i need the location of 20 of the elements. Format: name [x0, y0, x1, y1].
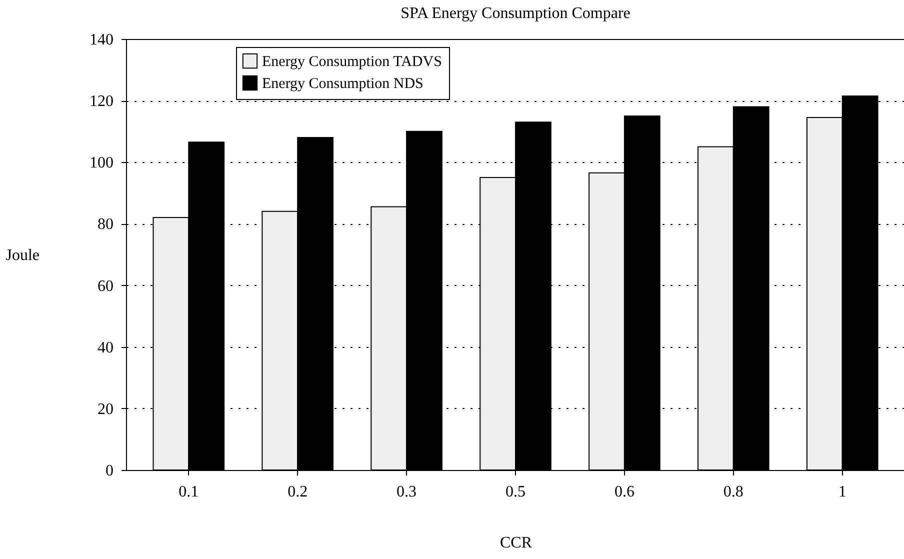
x-tick-label: 0.1: [178, 484, 199, 500]
chart-title: SPA Energy Consumption Compare: [400, 5, 630, 22]
y-tick-label: 0: [106, 462, 114, 480]
y-tick-label: 80: [98, 216, 114, 234]
x-tick-label: 0.5: [506, 484, 526, 500]
y-axis-title: Joule: [6, 247, 40, 264]
x-tick-label: 0.8: [723, 484, 744, 500]
x-tick-label: 1: [838, 484, 846, 500]
x-tick-label: 0.3: [396, 484, 417, 500]
y-tick-label: 140: [90, 32, 114, 48]
legend-label: Energy Consumption NDS: [262, 76, 424, 92]
y-tick-label: 60: [98, 278, 114, 295]
x-tick-label: 0.6: [614, 484, 634, 500]
x-tick-label: 0.2: [288, 484, 308, 500]
y-tick-label: 40: [98, 339, 114, 356]
y-tick-label: 100: [90, 154, 114, 172]
y-tick-label: 120: [90, 93, 114, 110]
y-tick-label: 20: [98, 400, 114, 418]
x-axis-title: CCR: [500, 534, 532, 552]
legend-label: Energy Consumption TADVS: [262, 54, 442, 70]
